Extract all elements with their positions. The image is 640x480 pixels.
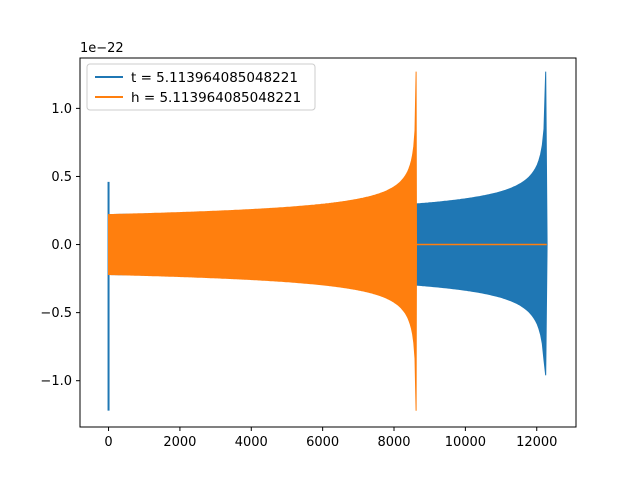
y-tick-label: 1.0 bbox=[51, 102, 72, 117]
y-tick-label: −0.5 bbox=[40, 306, 72, 321]
plot-area bbox=[107, 71, 548, 411]
y-axis: −1.0 −0.5 0.0 0.5 1.0 bbox=[40, 102, 80, 389]
legend-label: h = 5.113964085048221 bbox=[131, 90, 301, 106]
y-offset-text: 1e−22 bbox=[80, 41, 124, 56]
x-axis: 0 2000 4000 6000 8000 10000 12000 bbox=[104, 427, 557, 450]
x-tick-label: 2000 bbox=[163, 435, 196, 450]
axes-frame bbox=[79, 57, 577, 428]
legend-box bbox=[86, 63, 316, 111]
x-tick-label: 12000 bbox=[516, 435, 557, 450]
x-tick-label: 8000 bbox=[377, 435, 410, 450]
y-tick-label: −1.0 bbox=[40, 374, 72, 389]
x-tick-label: 6000 bbox=[306, 435, 339, 450]
x-tick-label: 10000 bbox=[445, 435, 486, 450]
y-tick-label: 0.0 bbox=[51, 238, 72, 253]
x-tick-label: 0 bbox=[104, 435, 112, 450]
legend-label: t = 5.113964085048221 bbox=[131, 70, 298, 86]
y-tick-label: 0.5 bbox=[51, 170, 72, 185]
x-tick-label: 4000 bbox=[235, 435, 268, 450]
legend: t = 5.113964085048221 h = 5.1139640850482… bbox=[86, 63, 316, 111]
